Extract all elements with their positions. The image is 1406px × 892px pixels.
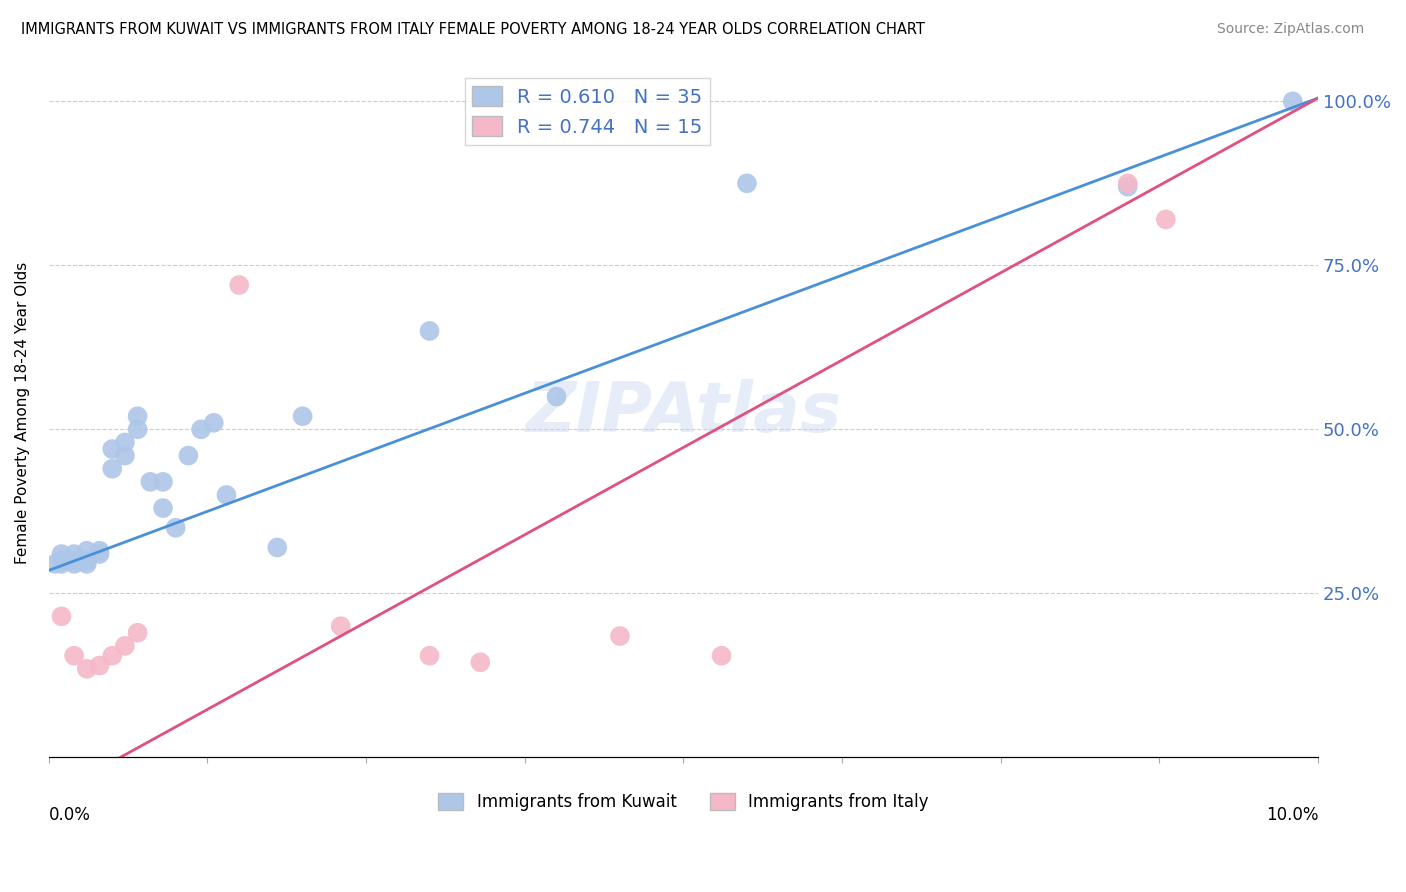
Point: [190, 422, 212, 436]
Point: [63, 648, 86, 663]
Point: [546, 390, 568, 404]
Point: [215, 488, 238, 502]
Point: [710, 648, 733, 663]
Point: [1116, 179, 1139, 194]
Point: [114, 449, 136, 463]
Point: [76, 543, 98, 558]
Point: [177, 449, 200, 463]
Point: [139, 475, 162, 489]
Point: [470, 655, 492, 669]
Point: [89, 658, 111, 673]
Point: [291, 409, 314, 424]
Point: [152, 501, 174, 516]
Point: [114, 639, 136, 653]
Point: [266, 541, 288, 555]
Point: [152, 475, 174, 489]
Point: [76, 553, 98, 567]
Point: [76, 553, 98, 567]
Point: [114, 435, 136, 450]
Point: [609, 629, 631, 643]
Point: [63, 547, 86, 561]
Point: [63, 553, 86, 567]
Point: [228, 278, 250, 293]
Point: [735, 177, 758, 191]
Point: [419, 324, 441, 338]
Point: [127, 625, 149, 640]
Point: [127, 422, 149, 436]
Text: ZIPAtlas: ZIPAtlas: [526, 379, 842, 447]
Point: [101, 442, 124, 456]
Point: [1116, 177, 1139, 191]
Point: [419, 648, 441, 663]
Point: [1281, 95, 1303, 109]
Point: [51, 547, 73, 561]
Point: [1154, 212, 1177, 227]
Point: [44, 557, 66, 571]
Point: [89, 547, 111, 561]
Point: [127, 409, 149, 424]
Point: [76, 662, 98, 676]
Text: 0.0%: 0.0%: [49, 805, 90, 823]
Point: [51, 553, 73, 567]
Point: [202, 416, 225, 430]
Point: [89, 543, 111, 558]
Text: Source: ZipAtlas.com: Source: ZipAtlas.com: [1216, 22, 1364, 37]
Point: [56, 553, 79, 567]
Point: [76, 557, 98, 571]
Point: [63, 557, 86, 571]
Point: [101, 461, 124, 475]
Point: [51, 557, 73, 571]
Legend: Immigrants from Kuwait, Immigrants from Italy: Immigrants from Kuwait, Immigrants from …: [432, 787, 935, 818]
Y-axis label: Female Poverty Among 18-24 Year Olds: Female Poverty Among 18-24 Year Olds: [15, 262, 30, 564]
Text: IMMIGRANTS FROM KUWAIT VS IMMIGRANTS FROM ITALY FEMALE POVERTY AMONG 18-24 YEAR : IMMIGRANTS FROM KUWAIT VS IMMIGRANTS FRO…: [21, 22, 925, 37]
Point: [101, 648, 124, 663]
Point: [165, 521, 187, 535]
Point: [329, 619, 352, 633]
Text: 10.0%: 10.0%: [1265, 805, 1319, 823]
Point: [51, 609, 73, 624]
